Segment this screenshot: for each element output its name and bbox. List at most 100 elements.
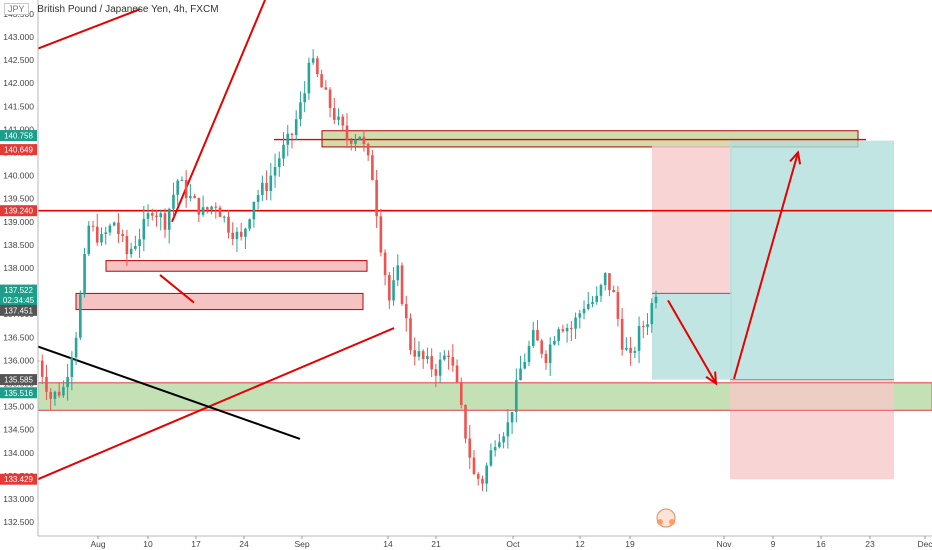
candle-body [294, 119, 298, 135]
up-arrow-head [789, 150, 802, 165]
candle-body [108, 225, 112, 233]
candle-body [358, 136, 362, 140]
time-tick-label: Nov [716, 539, 732, 549]
candle-body [383, 252, 387, 276]
candle-body [121, 233, 124, 236]
candle-body [620, 318, 624, 350]
candle-body [388, 275, 391, 301]
candle-body [472, 457, 476, 475]
candle-body [341, 116, 345, 126]
candle-body [633, 350, 637, 353]
candle-body [515, 380, 518, 413]
candle-body [83, 253, 86, 295]
candle-body [163, 213, 167, 230]
candle-body [244, 228, 247, 237]
price-badge-label: 133.429 [4, 475, 33, 484]
candle-body [269, 175, 273, 191]
candle-body [261, 182, 264, 196]
steep-trendline [171, 0, 266, 223]
time-tick-label: 24 [239, 539, 249, 549]
price-tick-label: 139.000 [3, 217, 34, 227]
candle-body [421, 351, 425, 360]
price-badge [0, 284, 37, 296]
candle-body [282, 144, 285, 159]
candle-body [582, 308, 586, 314]
price-tick-label: 140.000 [3, 171, 34, 181]
chart-header: JPY British Pound / Japanese Yen, 4h, FX… [4, 3, 219, 15]
price-tick-label: 142.000 [3, 78, 34, 88]
candle-body [112, 222, 116, 226]
candle-body [586, 304, 590, 309]
price-tick-label: 141.000 [3, 124, 34, 134]
candle-body [464, 404, 467, 439]
candle-body [608, 273, 611, 290]
candle-body [328, 89, 332, 109]
candle-body [142, 218, 146, 240]
candle-body [117, 222, 120, 234]
candle-body [493, 447, 497, 451]
price-tick-label: 133.000 [3, 494, 34, 504]
candle-body [316, 58, 319, 75]
candle-body [489, 450, 493, 466]
watermark-logo [650, 506, 682, 530]
candle-body [324, 87, 328, 90]
candle-body [57, 391, 61, 396]
price-badge-label: 140.758 [4, 132, 33, 141]
candle-body [74, 337, 78, 358]
time-tick-label: 10 [143, 539, 153, 549]
candle-body [354, 139, 357, 144]
zone-arrow-line [159, 274, 195, 304]
candle-body [104, 232, 108, 235]
time-tick-label: Sep [294, 539, 309, 549]
price-tick-label: 132.500 [3, 517, 34, 527]
candle-body [502, 436, 505, 443]
candle-body [159, 213, 163, 218]
down-arrow [667, 299, 717, 385]
candle-body [459, 382, 463, 405]
candle-body [53, 391, 57, 399]
candle-body [277, 158, 281, 168]
candle-body [616, 292, 620, 319]
candle-body [498, 442, 501, 448]
candle-body [641, 326, 645, 328]
candle-body [447, 355, 450, 357]
candle-body [561, 329, 565, 332]
falling-trendline [37, 345, 301, 440]
candle-body [523, 361, 527, 369]
candle-body [290, 133, 294, 135]
time-tick-label: Oct [506, 539, 520, 549]
candle-body [273, 167, 277, 176]
candle-body [426, 356, 429, 360]
candle-body [214, 206, 218, 208]
candle-body [311, 58, 315, 63]
candle-body [519, 368, 522, 381]
candle-body [66, 376, 69, 388]
time-tick-label: 9 [771, 539, 776, 549]
price-tick-label: 139.500 [3, 194, 34, 204]
candle-body [591, 301, 594, 305]
candle-body [553, 340, 556, 345]
candle-body [366, 143, 370, 156]
short-stop-area [652, 145, 732, 294]
candle-body [62, 387, 65, 396]
candle-body [320, 74, 323, 88]
candle-body [286, 133, 290, 145]
candle-body [231, 232, 235, 239]
candle-body [95, 226, 99, 243]
candle-body [510, 412, 514, 423]
time-tick-label: 19 [625, 539, 635, 549]
candle-body [235, 231, 239, 239]
candle-body [557, 329, 560, 341]
price-badge [0, 374, 37, 386]
candle-body [345, 125, 349, 140]
candle-body [637, 326, 641, 351]
candle-body [167, 208, 171, 230]
candle-body [625, 347, 628, 350]
symbol-badge[interactable]: JPY [4, 3, 29, 15]
candle-body [193, 196, 196, 198]
candle-body [565, 327, 569, 332]
time-tick-label: 16 [816, 539, 826, 549]
candle-body [362, 136, 366, 144]
